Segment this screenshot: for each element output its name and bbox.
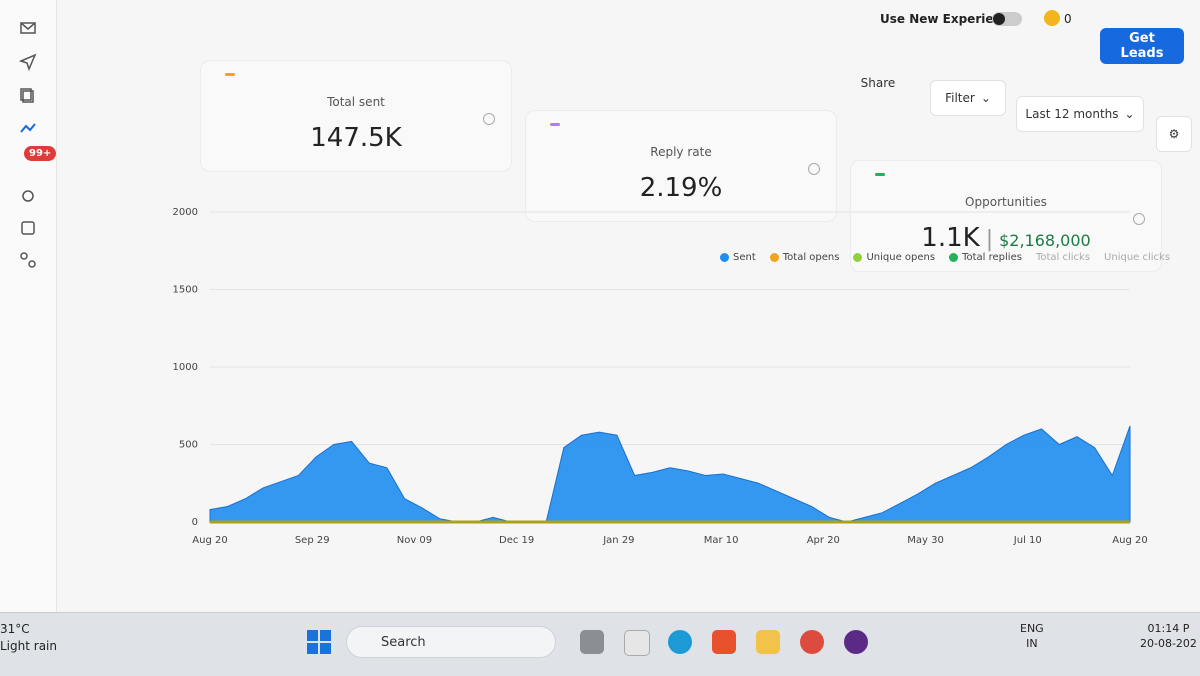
x-tick-label: Aug 20 <box>192 535 227 546</box>
legend-swatch <box>949 253 959 262</box>
nav-inbox[interactable] <box>18 18 38 38</box>
nav-send[interactable] <box>18 52 38 72</box>
sidebar: 99+ <box>0 0 57 612</box>
y-tick-label: 1500 <box>173 285 198 296</box>
x-tick-label: Jan 29 <box>602 535 634 546</box>
nav-rocket[interactable] <box>18 186 38 206</box>
toggle-label: Use New Experience <box>880 12 1018 26</box>
x-tick-label: Sep 29 <box>295 535 330 546</box>
legend-label: Total clicks <box>1035 252 1091 263</box>
chrome-app[interactable] <box>800 630 824 654</box>
legend-label: Unique clicks <box>1104 252 1171 263</box>
clock[interactable]: 01:14 P 20-08-202 <box>1140 621 1197 651</box>
task-view[interactable] <box>580 630 604 654</box>
x-tick-label: Jul 10 <box>1013 535 1042 546</box>
store-app[interactable] <box>624 630 650 656</box>
legend-item[interactable]: Unique clicks <box>1104 252 1170 263</box>
notification-badge: 99+ <box>24 146 57 161</box>
card-label: Reply rate <box>650 145 712 159</box>
experience-toggle[interactable] <box>992 12 1022 26</box>
legend-item[interactable]: Total clicks <box>1036 252 1090 263</box>
start-button[interactable] <box>306 629 332 655</box>
brave-app[interactable] <box>712 630 736 654</box>
x-tick-label: Apr 20 <box>807 535 840 546</box>
x-tick-label: May 30 <box>907 535 944 546</box>
weather-text: Light rain <box>0 639 57 653</box>
time: 01:14 P <box>1147 622 1190 635</box>
card-value: 2.19% <box>639 173 723 203</box>
language[interactable]: ENG IN <box>1020 621 1044 651</box>
info-icon[interactable] <box>483 113 495 125</box>
temperature: 31°C <box>0 622 30 636</box>
settings-button[interactable]: ⚙ <box>1156 116 1192 152</box>
stat-card: Reply rate 2.19% <box>525 110 837 222</box>
date: 20-08-202 <box>1140 637 1197 650</box>
nav-analytics[interactable] <box>18 118 38 138</box>
app-window: 99+ Use New Experience 0 Get Leads Share… <box>0 0 1200 612</box>
x-tick-label: Mar 10 <box>704 535 739 546</box>
card-value: 1.1K | $2,168,000 <box>921 223 1091 253</box>
x-tick-label: Nov 09 <box>397 535 432 546</box>
region: IN <box>1026 637 1038 650</box>
legend-swatch <box>769 253 779 262</box>
card-accent <box>550 123 560 126</box>
y-tick-label: 1000 <box>173 362 198 373</box>
search-label: Search <box>381 634 426 650</box>
legend-label: Total opens <box>782 252 840 263</box>
filter-label: Filter <box>945 91 975 105</box>
nav-copy[interactable] <box>18 86 38 106</box>
y-tick-label: 2000 <box>173 207 198 218</box>
nav-book[interactable] <box>18 218 38 238</box>
legend-label: Unique opens <box>866 252 936 263</box>
filter-button[interactable]: Filter ⌄ <box>930 80 1006 116</box>
edge-app[interactable] <box>668 630 692 654</box>
legend: Sent Total opens Unique opens Total replies… <box>720 252 1170 263</box>
lang: ENG <box>1020 622 1044 635</box>
get-leads-button[interactable]: Get Leads <box>1100 28 1184 64</box>
sent-chart: 0 500 1000 1500 2000 Aug 20 Sep 29 Nov 09 Dec 19… <box>173 207 1148 546</box>
nav-integrations[interactable] <box>18 250 38 270</box>
x-tick-label: Aug 20 <box>1112 535 1147 546</box>
search-box[interactable]: Search <box>346 626 556 658</box>
info-icon[interactable] <box>1133 213 1145 225</box>
legend-swatch <box>720 253 729 262</box>
legend-item[interactable]: Unique opens <box>853 252 935 263</box>
legend-item[interactable]: Sent <box>720 252 756 263</box>
credits-count[interactable]: 0 <box>1064 12 1072 26</box>
stat-card: Total sent 147.5K <box>200 60 512 172</box>
range-label: Last 12 months <box>1025 107 1119 121</box>
y-tick-label: 500 <box>179 440 198 451</box>
opportunities-count: 1.1K <box>921 223 980 253</box>
card-accent <box>875 173 885 176</box>
legend-item[interactable]: Total replies <box>949 252 1022 263</box>
credits-icon <box>1044 10 1060 26</box>
legend-label: Total replies <box>962 252 1022 263</box>
legend-label: Sent <box>733 252 756 263</box>
media-app[interactable] <box>844 630 868 654</box>
legend-item[interactable]: Total opens <box>769 252 840 263</box>
card-label: Opportunities <box>965 195 1047 209</box>
sent-area <box>209 425 1131 523</box>
card-accent <box>225 73 235 76</box>
y-tick-label: 0 <box>192 517 198 528</box>
explorer-app[interactable] <box>756 630 780 654</box>
x-tick-label: Dec 19 <box>499 535 534 546</box>
opportunities-amount: $2,168,000 <box>999 231 1091 250</box>
stat-card: Opportunities 1.1K | $2,168,000 <box>850 160 1162 272</box>
card-value: 147.5K <box>310 123 402 153</box>
weather-widget[interactable]: 31°C Light rain <box>0 621 57 655</box>
card-label: Total sent <box>327 95 385 109</box>
share-button[interactable]: Share <box>846 66 910 100</box>
info-icon[interactable] <box>808 163 820 175</box>
share-label: Share <box>860 76 896 90</box>
legend-swatch <box>853 253 863 262</box>
range-select[interactable]: Last 12 months ⌄ <box>1016 96 1144 132</box>
taskbar: 31°C Light rain Search ENG IN 01:14 P 20-08… <box>0 612 1200 676</box>
